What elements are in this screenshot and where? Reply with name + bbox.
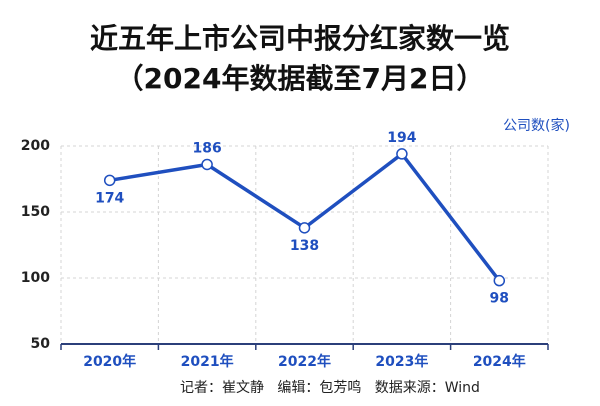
- x-tick-label: 2023年: [375, 353, 428, 370]
- marker: [493, 274, 506, 287]
- value-label: 174: [95, 190, 124, 206]
- marker: [201, 158, 213, 171]
- chart-title: 近五年上市公司中报分红家数一览: [90, 22, 510, 55]
- marker: [103, 174, 116, 187]
- x-tick-label: 2022年: [278, 353, 331, 370]
- x-tick-label: 2021年: [181, 353, 234, 370]
- y-tick-label: 100: [21, 270, 50, 286]
- y-axis-label: 公司数(家): [503, 117, 570, 134]
- y-tick-label: 150: [21, 204, 50, 220]
- y-tick-label: 200: [21, 138, 50, 154]
- y-tick-label: 50: [31, 336, 51, 352]
- marker: [298, 222, 311, 234]
- value-label: 138: [290, 238, 319, 254]
- footer: 记者：崔文静 编辑：包芳鸣 数据来源：Wind: [180, 379, 480, 396]
- chart-subtitle: （2024年数据截至7月2日）: [116, 62, 485, 95]
- value-label: 186: [192, 140, 221, 156]
- x-tick-label: 2024年: [473, 353, 526, 370]
- value-label: 98: [490, 291, 509, 307]
- marker: [396, 148, 408, 160]
- line: [109, 152, 501, 282]
- value-label: 194: [387, 130, 416, 146]
- x-tick-label: 2020年: [83, 353, 136, 370]
